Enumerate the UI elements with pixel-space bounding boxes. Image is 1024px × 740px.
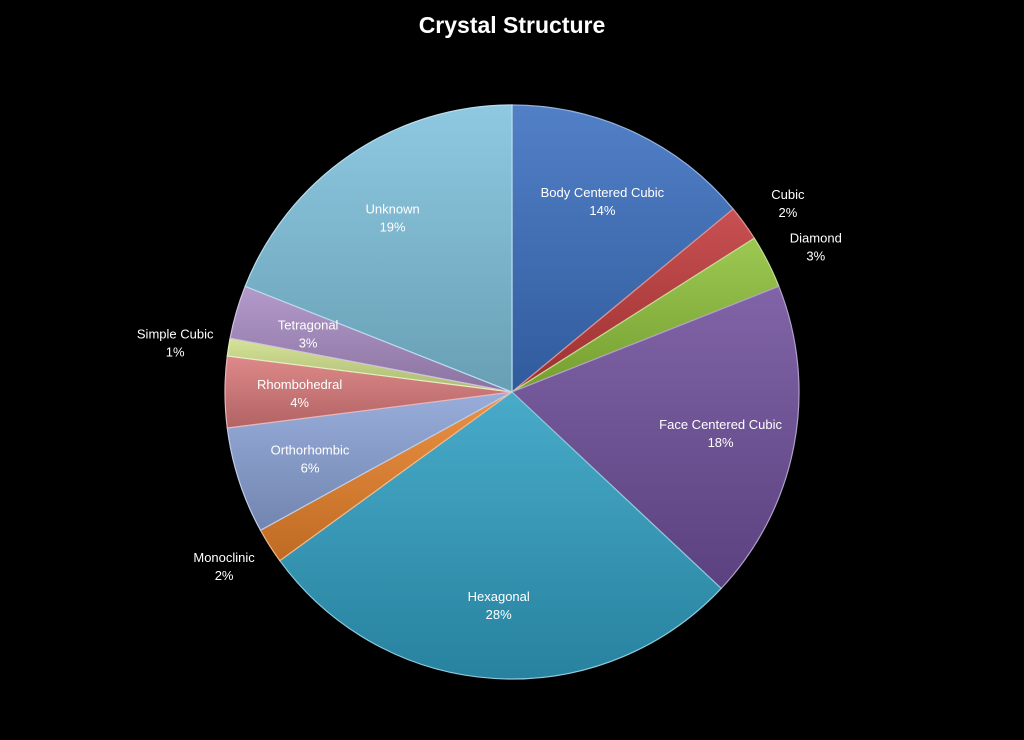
pie-slice-hexagonal bbox=[278, 391, 723, 680]
slice-category-text: Diamond bbox=[790, 230, 842, 245]
pie-slice-body-centered-cubic bbox=[511, 104, 734, 394]
slice-percent-text: 4% bbox=[290, 395, 309, 410]
slice-percent-text: 1% bbox=[166, 345, 185, 360]
slice-label-cubic: Cubic 2% bbox=[771, 187, 805, 220]
slice-label-face-centered-cubic: Face Centered Cubic 18% bbox=[659, 417, 782, 450]
slice-percent-text: 3% bbox=[299, 336, 318, 351]
slice-label-monoclinic: Monoclinic 2% bbox=[193, 550, 255, 583]
slice-category-text: Tetragonal bbox=[278, 318, 339, 333]
slice-category-text: Hexagonal bbox=[468, 589, 530, 604]
slice-percent-text: 2% bbox=[779, 205, 798, 220]
slice-category-text: Rhombohedral bbox=[257, 377, 342, 392]
pie-slice-unknown bbox=[244, 104, 513, 393]
slice-category-text: Unknown bbox=[365, 201, 419, 216]
slice-label-hexagonal: Hexagonal 28% bbox=[468, 589, 530, 622]
slice-category-text: Monoclinic bbox=[193, 550, 255, 565]
chart-title: Crystal Structure bbox=[418, 12, 606, 38]
slice-category-text: Cubic bbox=[771, 187, 805, 202]
slice-category-text: Body Centered Cubic bbox=[541, 185, 665, 200]
slice-percent-text: 18% bbox=[708, 435, 734, 450]
slice-percent-text: 14% bbox=[589, 203, 615, 218]
slice-percent-text: 28% bbox=[486, 607, 512, 622]
slice-percent-text: 2% bbox=[215, 568, 234, 583]
slice-label-simple-cubic: Simple Cubic 1% bbox=[137, 327, 214, 360]
pie-slice-face-centered-cubic bbox=[510, 285, 800, 590]
pie-labels: Body Centered Cubic 14% Cubic 2% Diamond 3% Fa… bbox=[137, 185, 842, 622]
slice-percent-text: 6% bbox=[301, 461, 320, 476]
slice-percent-text: 19% bbox=[380, 219, 406, 234]
slice-label-orthorhombic: Orthorhombic 6% bbox=[271, 443, 350, 476]
slice-category-text: Face Centered Cubic bbox=[659, 417, 782, 432]
slice-label-unknown: Unknown 19% bbox=[365, 201, 419, 234]
slice-percent-text: 3% bbox=[806, 248, 825, 263]
slice-category-text: Simple Cubic bbox=[137, 327, 214, 342]
slice-category-text: Orthorhombic bbox=[271, 443, 350, 458]
slice-label-rhombohedral: Rhombohedral 4% bbox=[257, 377, 342, 410]
slice-label-body-centered-cubic: Body Centered Cubic 14% bbox=[541, 185, 665, 218]
pie-slices bbox=[224, 104, 800, 680]
slice-label-tetragonal: Tetragonal 3% bbox=[278, 318, 339, 351]
slice-label-diamond: Diamond 3% bbox=[790, 230, 842, 263]
